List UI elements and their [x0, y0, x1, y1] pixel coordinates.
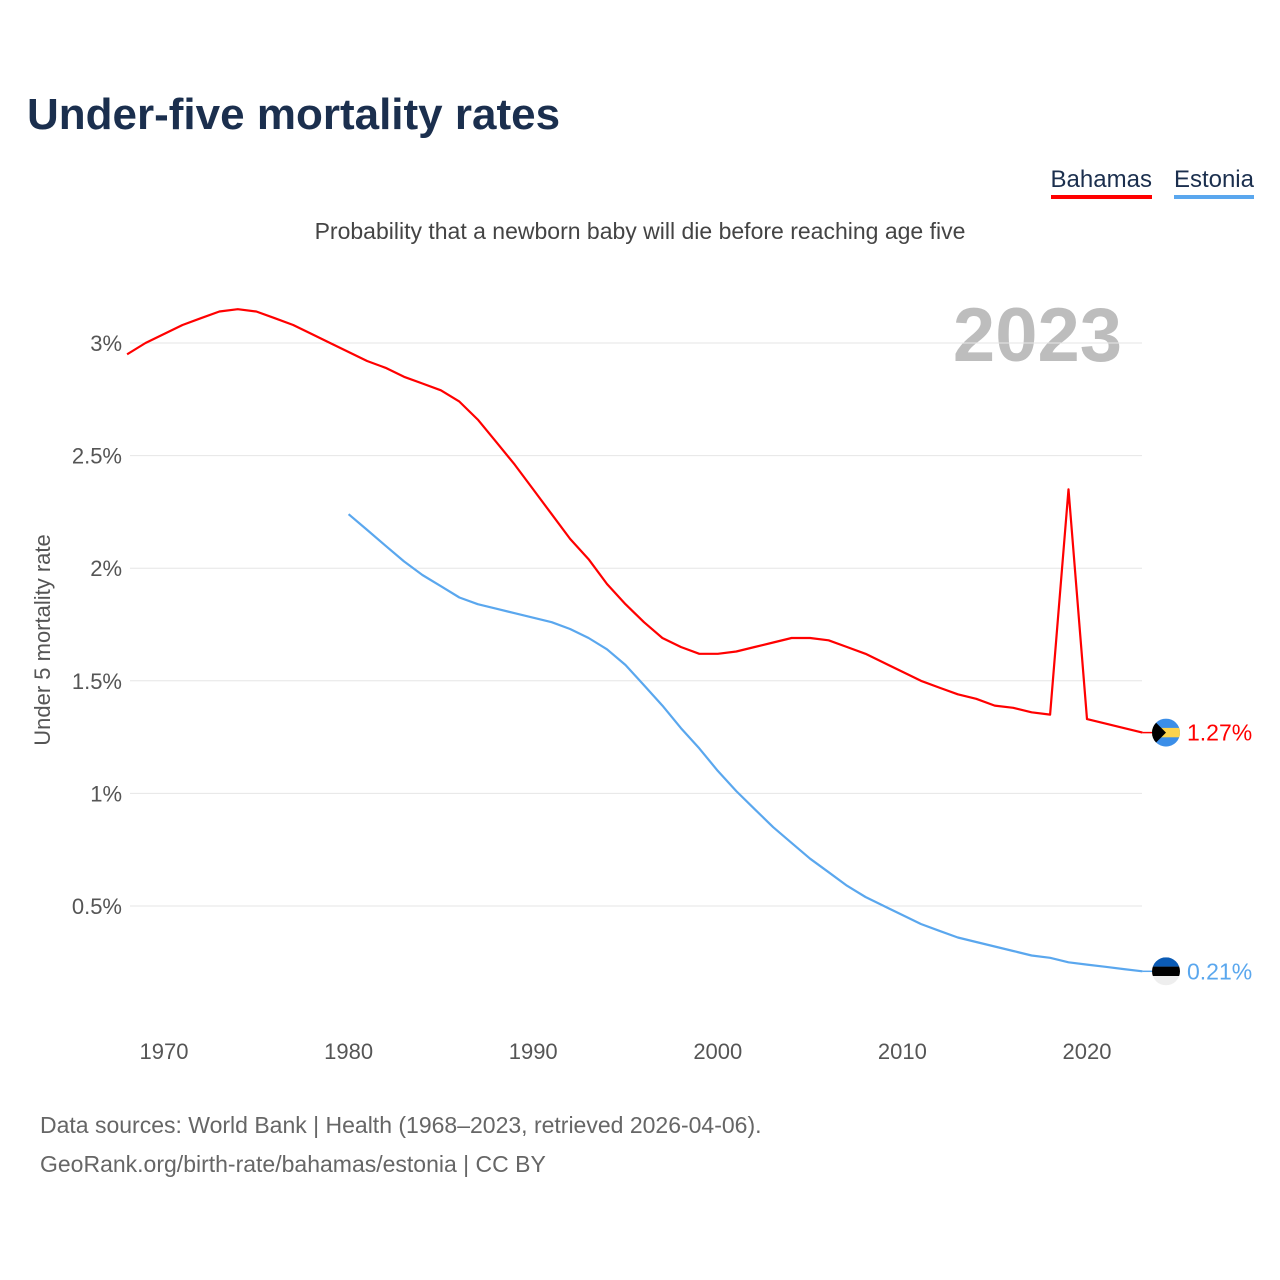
y-tick-label: 3% [90, 331, 122, 356]
y-tick-label: 2.5% [72, 444, 122, 469]
x-tick-label: 1990 [509, 1039, 558, 1064]
y-tick-label: 0.5% [72, 894, 122, 919]
series-line-bahamas [126, 308, 1143, 734]
y-axis-label: Under 5 mortality rate [30, 534, 55, 746]
x-tick-label: 2010 [878, 1039, 927, 1064]
bahamas-flag-icon [1152, 718, 1180, 747]
y-tick-label: 2% [90, 556, 122, 581]
year-watermark: 2023 [952, 293, 1122, 378]
chart-subtitle: Probability that a newborn baby will die… [314, 218, 966, 244]
y-tick-label: 1% [90, 781, 122, 806]
x-tick-label: 1980 [324, 1039, 373, 1064]
y-tick-label: 1.5% [72, 669, 122, 694]
x-tick-label: 1970 [140, 1039, 189, 1064]
footer: Data sources: World Bank | Health (1968–… [40, 1106, 762, 1184]
source-link[interactable]: GeoRank.org/birth-rate/bahamas/estonia |… [40, 1151, 546, 1177]
legend-item-bahamas[interactable]: Bahamas [1050, 166, 1152, 199]
legend: Bahamas Estonia [1050, 166, 1254, 199]
data-source-note: Data sources: World Bank | Health (1968–… [40, 1112, 762, 1138]
chart-title: Under-five mortality rates [27, 90, 561, 139]
end-value-label-estonia: 0.21% [1187, 958, 1252, 984]
end-value-label-bahamas: 1.27% [1187, 720, 1252, 746]
x-tick-label: 2020 [1063, 1039, 1112, 1064]
series-line-estonia [347, 513, 1143, 973]
estonia-flag-icon [1152, 957, 1180, 986]
x-tick-label: 2000 [693, 1039, 742, 1064]
legend-item-estonia[interactable]: Estonia [1173, 166, 1254, 199]
